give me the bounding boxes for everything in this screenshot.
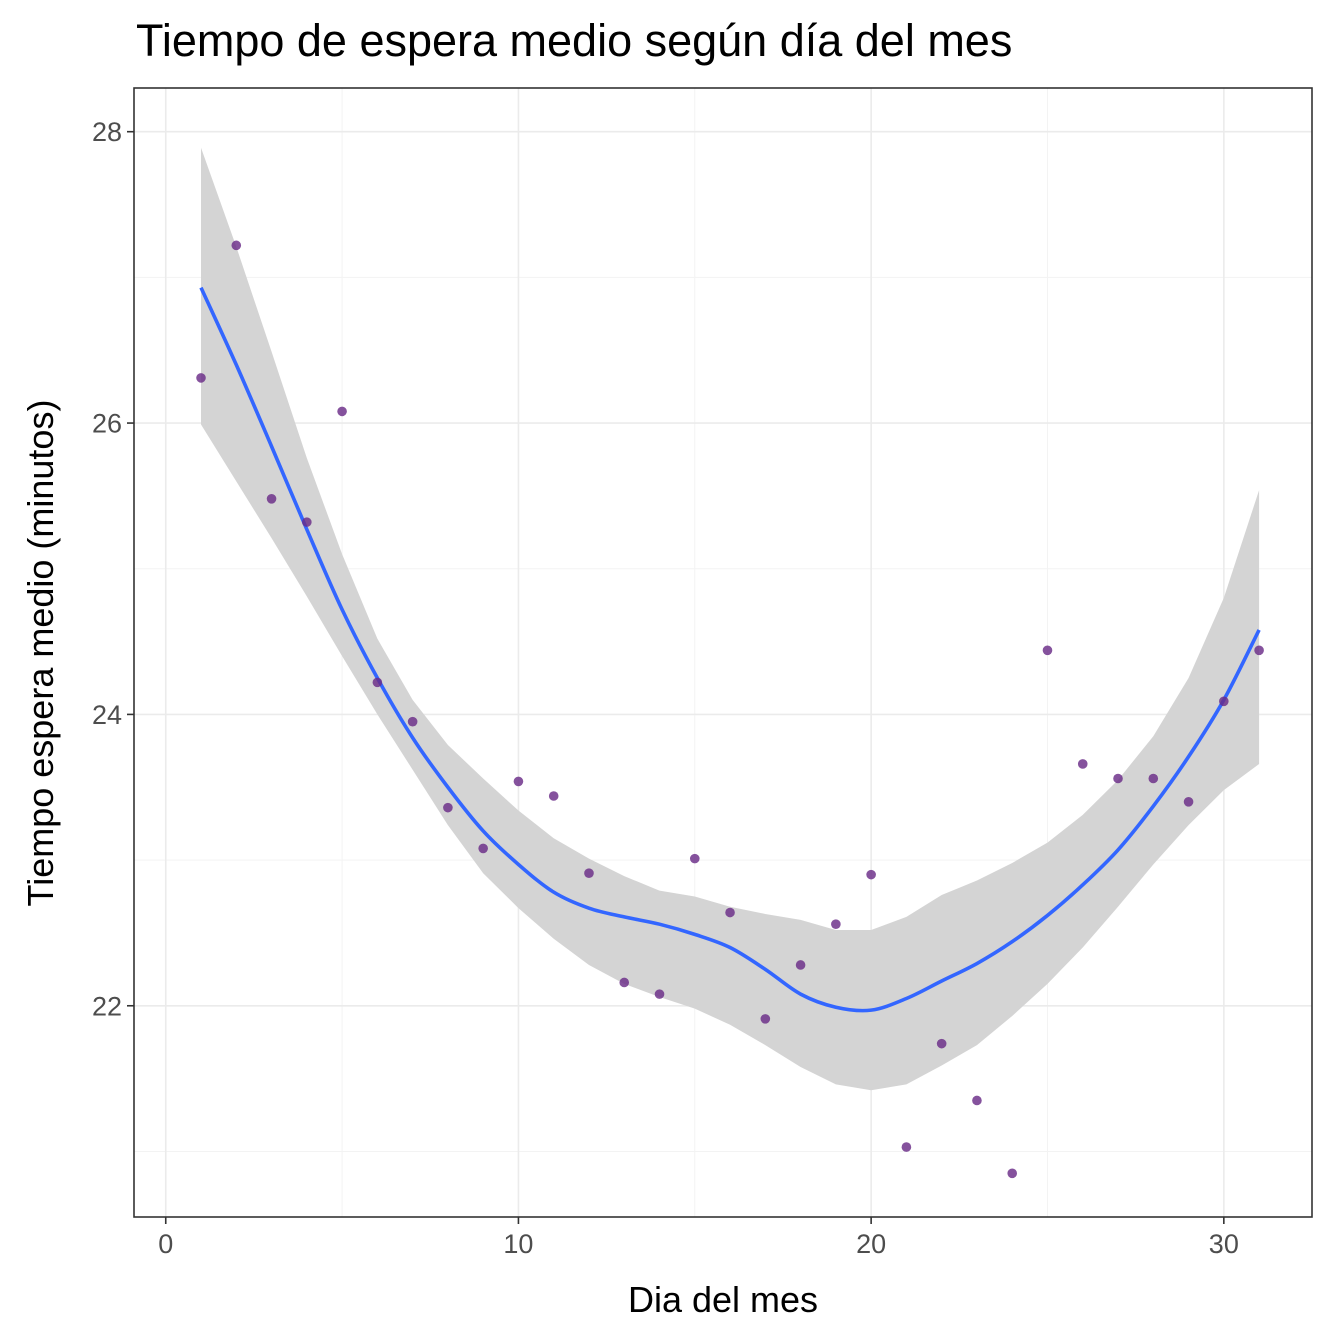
y-tick-label: 26	[92, 409, 122, 439]
data-point	[795, 960, 806, 970]
data-point	[584, 868, 594, 879]
data-point	[831, 919, 841, 929]
axes: 0 10 20 30 22 24 26 28	[92, 117, 1239, 1259]
x-axis-title: Dia del mes	[628, 1279, 818, 1320]
data-point	[654, 989, 665, 999]
data-point	[337, 406, 347, 417]
data-point	[1007, 1168, 1018, 1179]
data-point	[1148, 773, 1159, 784]
data-point	[725, 907, 735, 918]
chart-title: Tiempo de espera medio según día del mes	[136, 15, 1012, 66]
x-tick-label: 20	[856, 1229, 886, 1259]
data-point	[302, 517, 312, 527]
smooth-line-layer	[199, 286, 1261, 1013]
smooth-fit-line	[199, 286, 1261, 1013]
data-point	[619, 977, 630, 988]
data-point	[266, 494, 277, 504]
data-point	[196, 373, 206, 383]
x-tick-label: 30	[1209, 1229, 1239, 1259]
y-axis-title: Tiempo espera medio (minutos)	[20, 400, 61, 907]
data-point	[231, 240, 242, 251]
data-point	[513, 776, 524, 787]
data-point	[1042, 645, 1053, 656]
data-point	[443, 802, 453, 813]
data-point	[866, 869, 876, 880]
data-point	[548, 791, 559, 801]
data-point	[372, 677, 383, 688]
data-point	[407, 716, 418, 727]
data-point	[901, 1142, 912, 1152]
data-point	[1113, 773, 1123, 784]
data-point	[1219, 696, 1229, 707]
panel-border	[133, 87, 1313, 1218]
y-tick-label: 24	[92, 700, 122, 730]
data-points-layer	[196, 240, 1264, 1179]
y-tick-label: 22	[92, 991, 122, 1021]
data-point	[936, 1038, 947, 1049]
data-point	[1077, 759, 1088, 769]
data-point	[1183, 797, 1194, 807]
x-tick-label: 0	[158, 1229, 173, 1259]
data-point	[972, 1095, 982, 1106]
data-point	[1254, 645, 1264, 656]
data-point	[478, 843, 488, 854]
data-point	[760, 1014, 771, 1024]
y-tick-label: 28	[92, 117, 122, 147]
data-point	[689, 853, 700, 864]
x-tick-label: 10	[503, 1229, 533, 1259]
